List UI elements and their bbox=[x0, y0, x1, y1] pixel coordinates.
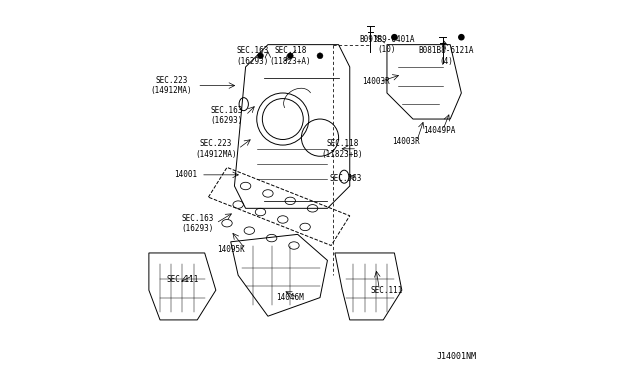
Text: J14001NM: J14001NM bbox=[436, 352, 476, 361]
Circle shape bbox=[287, 53, 293, 59]
Text: 14095K: 14095K bbox=[217, 245, 244, 254]
Text: SEC.223
(14912MA): SEC.223 (14912MA) bbox=[150, 76, 192, 95]
Text: SEC.J63: SEC.J63 bbox=[330, 174, 362, 183]
Text: SEC.111: SEC.111 bbox=[166, 275, 198, 283]
Text: B081B8-6121A
(4): B081B8-6121A (4) bbox=[419, 46, 474, 65]
Text: 14001: 14001 bbox=[175, 170, 198, 179]
Text: SEC.223
(14912MA): SEC.223 (14912MA) bbox=[195, 139, 237, 158]
Circle shape bbox=[392, 35, 397, 40]
Circle shape bbox=[459, 35, 464, 40]
Circle shape bbox=[317, 53, 323, 59]
Text: SEC.163
(16293): SEC.163 (16293) bbox=[237, 46, 269, 65]
Text: B091B9-6401A
(10): B091B9-6401A (10) bbox=[359, 35, 415, 54]
Text: SEC.118
(11823+B): SEC.118 (11823+B) bbox=[321, 139, 363, 158]
Text: 14003R: 14003R bbox=[392, 137, 419, 146]
Text: SEC.163
(16293): SEC.163 (16293) bbox=[181, 214, 213, 233]
Circle shape bbox=[257, 53, 264, 59]
Text: SEC.111: SEC.111 bbox=[371, 286, 403, 295]
Text: 14049PA: 14049PA bbox=[423, 126, 455, 135]
Text: SEC.163
(16293): SEC.163 (16293) bbox=[211, 106, 243, 125]
Text: 14046M: 14046M bbox=[276, 293, 304, 302]
Text: 14003R: 14003R bbox=[362, 77, 390, 86]
Text: SEC.118
(11823+A): SEC.118 (11823+A) bbox=[269, 46, 311, 65]
